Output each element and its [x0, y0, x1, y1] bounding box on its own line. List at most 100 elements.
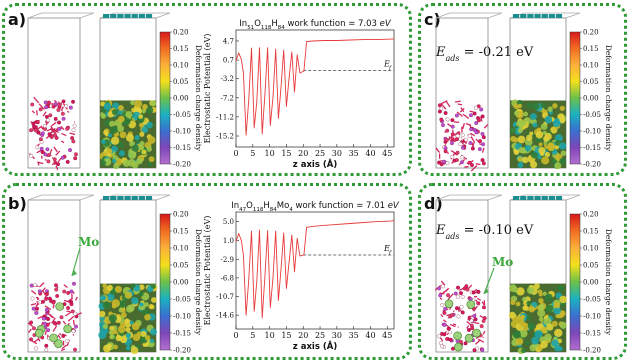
colorbar-title: Deformation charge density: [194, 229, 203, 336]
atom: [33, 283, 38, 287]
isosurface-blob: [148, 303, 154, 310]
isosurface-blob: [130, 283, 136, 289]
cell-edge: [27, 12, 43, 19]
isosurface-blob: [142, 342, 148, 347]
atom: [467, 160, 472, 165]
fermi-label: E: [383, 60, 390, 69]
isosurface-blob: [551, 149, 558, 155]
atom: [72, 281, 76, 286]
atom: [44, 343, 49, 348]
cell-edge: [487, 194, 503, 201]
isosurface-blob: [141, 149, 147, 155]
atom: [454, 306, 459, 311]
atom: [68, 105, 73, 110]
isosurface-blob: [530, 151, 538, 159]
isosurface-blob: [104, 120, 110, 126]
title-part: 84: [278, 25, 285, 31]
isosurface-blob: [559, 157, 566, 165]
colorbar: 0.20 0.15 0.10 0.05 0.00 -0.05 -0.10 -0.15 -0.20…: [159, 29, 203, 169]
isosurface-blob: [540, 123, 548, 130]
colorbar-tick-label: 0.05: [173, 262, 189, 270]
cell-edge: [155, 194, 171, 201]
colorbar-gradient: [159, 213, 171, 351]
isosurface-blob: [526, 102, 533, 109]
x-tick-label: 15: [281, 149, 291, 158]
bond: [44, 330, 47, 336]
surface-molecule: [541, 14, 548, 18]
bond: [37, 315, 44, 320]
atom: [53, 116, 58, 121]
x-tick-label: 0: [233, 149, 238, 158]
isosurface-blob: [538, 147, 546, 155]
isosurface-blob: [517, 127, 523, 133]
atom: [474, 130, 479, 135]
atom: [71, 99, 75, 104]
colorbar-title: Deformation charge density: [604, 45, 613, 152]
isosurface-blob: [125, 133, 134, 142]
atom: [43, 152, 48, 157]
bond: [440, 102, 447, 110]
isosurface-blob: [521, 347, 527, 354]
bond: [456, 111, 463, 117]
atom: [29, 320, 33, 325]
atom: [472, 348, 477, 353]
isosurface-blob: [99, 315, 105, 322]
atom: [443, 149, 448, 154]
bond: [35, 296, 40, 300]
atom: [445, 117, 450, 122]
colorbar-tick-label: 0.10: [583, 62, 599, 70]
atom: [442, 332, 447, 337]
atom: [54, 283, 58, 288]
panel-c: [418, 3, 627, 176]
isosurface-blob: [102, 301, 111, 309]
isosurface-blob: [538, 297, 544, 304]
colorbar-tick-label: 0.00: [583, 95, 599, 103]
fermi-sub: f: [388, 250, 392, 256]
bond: [466, 325, 470, 329]
atom: [469, 127, 474, 132]
y-axis-label: Electrostatic Potential (eV): [203, 34, 212, 144]
isosurface-blob: [150, 100, 157, 107]
atom: [34, 311, 39, 315]
isosurface-blob: [557, 284, 564, 292]
isosurface-blob: [509, 127, 516, 134]
isosurface-blob: [524, 340, 530, 346]
colorbar-tick-label: -0.20: [583, 161, 601, 169]
atom: [480, 158, 485, 163]
atom: [481, 135, 486, 140]
isosurface-blob: [516, 287, 525, 296]
colorbar-tick-label: -0.05: [583, 296, 601, 304]
isosurface-blob: [147, 136, 156, 144]
isosurface-blob: [101, 139, 106, 145]
bond: [440, 280, 446, 286]
surface-molecule: [117, 14, 124, 18]
atom: [471, 290, 476, 295]
colorbar-tick-label: -0.05: [583, 111, 601, 119]
colorbar-tick-label: 0.20: [173, 29, 189, 37]
colorbar: 0.20 0.15 0.10 0.05 0.00 -0.05 -0.10 -0.15 -0.20…: [159, 211, 203, 355]
atom: [467, 133, 472, 138]
isosurface-blob: [111, 299, 120, 308]
isosurface-blob: [528, 306, 535, 313]
title-part: 118: [253, 207, 264, 213]
y-tick-label: 5.0: [223, 218, 234, 226]
bond: [67, 315, 75, 322]
bond: [53, 99, 57, 103]
bond: [442, 288, 449, 294]
surface-molecule: [131, 196, 138, 200]
atom: [41, 299, 45, 304]
atom: [60, 111, 65, 116]
bond: [457, 103, 463, 106]
isosurface-blob: [103, 130, 108, 135]
colorbar-tick-label: -0.15: [583, 144, 601, 152]
isosurface-blob: [553, 301, 560, 309]
atom: [437, 286, 441, 291]
atom: [52, 157, 57, 162]
atom: [475, 346, 480, 351]
isosurface-blob: [120, 336, 128, 344]
crystal-structure: [435, 12, 503, 172]
bond: [475, 339, 481, 345]
atom: [450, 118, 455, 123]
isosurface-blob: [108, 330, 114, 335]
